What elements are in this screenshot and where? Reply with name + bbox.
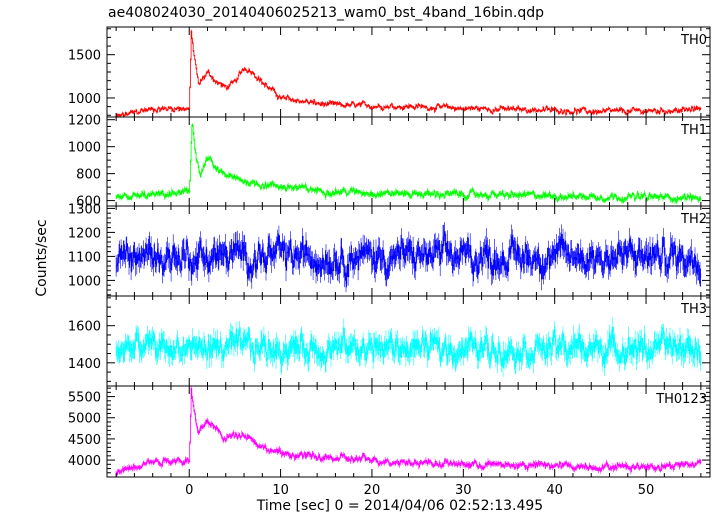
y-tick-label: 1200 <box>68 114 101 129</box>
y-tick-label: 4500 <box>68 433 101 448</box>
y-tick-label: 600 <box>76 195 101 210</box>
panel-th0123: 4000 4500 5000 5500 TH0123 <box>68 385 711 478</box>
panel-label: TH3 <box>680 302 707 317</box>
series-th1 <box>115 123 702 205</box>
y-tick-label: 1000 <box>68 92 101 107</box>
x-axis-label: Time [sec] 0 = 2014/04/06 02:52:13.495 <box>256 498 543 514</box>
panel-label: TH0 <box>680 33 707 48</box>
x-tick-labels: 0 10 20 30 40 50 <box>185 483 654 498</box>
series-line-th0123 <box>116 387 702 476</box>
x-tick-label: 20 <box>364 483 381 498</box>
y-tick-label: 5500 <box>68 391 101 406</box>
x-tick-label: 40 <box>546 483 563 498</box>
error-bars-th0123 <box>115 386 701 477</box>
y-tick-label: 1200 <box>68 226 101 241</box>
series-th0123 <box>115 386 702 477</box>
y-tick-label: 1300 <box>68 202 101 217</box>
y-tick-label: 1000 <box>68 141 101 156</box>
panel-label: TH0123 <box>655 392 707 407</box>
y-tick-label: 5000 <box>68 412 101 427</box>
panel-th0: 1000 1500 TH0 <box>68 26 711 118</box>
y-tick-label: 1600 <box>68 320 101 335</box>
series-line-th0 <box>116 30 702 117</box>
y-tick-label: 1000 <box>68 274 101 289</box>
series-th2 <box>115 222 702 293</box>
series-th0 <box>115 29 702 117</box>
panel-th1: 600 800 1000 1200 TH1 <box>68 114 711 210</box>
error-bars-th0 <box>115 29 701 117</box>
panel-label: TH2 <box>680 212 707 227</box>
y-tick-label: 1100 <box>68 250 101 265</box>
y-tick-label: 800 <box>76 168 101 183</box>
error-bars-th1 <box>115 123 701 205</box>
panel-frame <box>106 295 711 387</box>
y-axis-label: Counts/sec <box>34 219 50 296</box>
error-bars-th2 <box>115 222 701 293</box>
panel-th2: 1000 1100 1200 1300 TH2 <box>68 202 711 297</box>
y-tick-label: 1500 <box>68 49 101 64</box>
x-tick-label: 50 <box>638 483 655 498</box>
y-tick-label: 1400 <box>68 357 101 372</box>
panels: 1000 1500 TH0 600 800 1000 1200 TH1 1000 1100 1200… <box>68 26 711 498</box>
y-tick-label: 4000 <box>68 454 101 469</box>
chart-title: ae408024030_20140406025213_wam0_bst_4ban… <box>108 5 544 21</box>
x-tick-label: 0 <box>185 483 193 498</box>
error-bars-th3 <box>115 317 701 377</box>
panel-th3: 1400 1600 TH3 <box>68 295 711 387</box>
panel-label: TH1 <box>680 123 707 138</box>
x-tick-label: 30 <box>455 483 472 498</box>
x-tick-label: 10 <box>272 483 289 498</box>
series-th3 <box>115 317 702 377</box>
